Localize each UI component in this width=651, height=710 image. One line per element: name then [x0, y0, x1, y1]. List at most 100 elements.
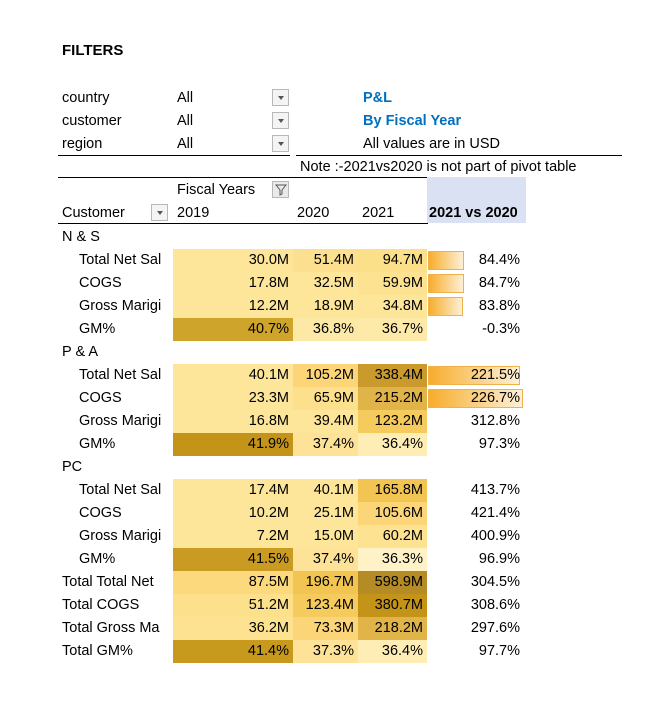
row-label: Total Gross Ma	[62, 620, 160, 636]
databar	[428, 274, 464, 293]
value-cell-2019: 51.2M	[173, 594, 293, 617]
filter-icon	[274, 184, 287, 196]
compare-cell: 83.8%	[478, 298, 520, 314]
value-cell-2019: 23.3M	[173, 387, 293, 410]
value-cell-2021: 218.2M	[358, 617, 427, 640]
filter-label-country: country	[62, 90, 110, 106]
group-header[interactable]: N & S	[62, 229, 100, 245]
pivot-note: Note :-2021vs2020 is not part of pivot t…	[300, 159, 577, 175]
chevron-down-icon	[277, 118, 284, 123]
report-title: P&L	[363, 90, 392, 106]
value-cell-2020: 37.4%	[293, 548, 358, 571]
value-cell-2020: 36.8%	[293, 318, 358, 341]
row-label: Total Net Sal	[79, 252, 162, 268]
row-label: COGS	[79, 505, 122, 521]
filter-value-customer[interactable]: All	[177, 113, 194, 129]
value-cell-2019: 10.2M	[173, 502, 293, 525]
databar	[428, 366, 520, 385]
compare-header-bg	[427, 177, 526, 223]
value-cell-2020: 51.4M	[293, 249, 358, 272]
row-label: Total Net Sal	[79, 367, 162, 383]
customer-header: Customer	[62, 205, 125, 221]
value-cell-2019: 30.0M	[173, 249, 293, 272]
value-cell-2019: 41.5%	[173, 548, 293, 571]
row-label: GM%	[79, 551, 116, 567]
value-cell-2021: 36.7%	[358, 318, 427, 341]
year-header-2021: 2021	[362, 205, 395, 221]
fiscal-years-filter-button[interactable]	[272, 181, 289, 198]
pivot-top-border	[58, 177, 428, 178]
compare-cell: -0.3%	[482, 321, 520, 337]
value-cell-2019: 41.4%	[173, 640, 293, 663]
value-cell-2021: 598.9M	[358, 571, 427, 594]
chevron-down-icon	[277, 141, 284, 146]
row-label: Total COGS	[62, 597, 140, 613]
value-cell-2019: 36.2M	[173, 617, 293, 640]
note-top-border	[296, 155, 622, 156]
compare-cell: 413.7%	[470, 482, 520, 498]
compare-cell: 297.6%	[470, 620, 520, 636]
databar	[428, 389, 523, 408]
value-cell-2020: 105.2M	[293, 364, 358, 387]
compare-cell: 304.5%	[470, 574, 520, 590]
value-cell-2020: 39.4M	[293, 410, 358, 433]
value-cell-2020: 32.5M	[293, 272, 358, 295]
value-cell-2021: 60.2M	[358, 525, 427, 548]
value-cell-2019: 40.1M	[173, 364, 293, 387]
compare-cell: 97.3%	[478, 436, 520, 452]
value-cell-2020: 196.7M	[293, 571, 358, 594]
compare-cell: 400.9%	[470, 528, 520, 544]
value-cell-2021: 215.2M	[358, 387, 427, 410]
value-cell-2021: 36.3%	[358, 548, 427, 571]
compare-header: 2021 vs 2020	[429, 205, 518, 221]
compare-cell: 84.7%	[478, 275, 520, 291]
value-cell-2020: 123.4M	[293, 594, 358, 617]
year-header-2019: 2019	[177, 205, 210, 221]
row-label: GM%	[79, 436, 116, 452]
filters-title: FILTERS	[62, 42, 124, 59]
group-header[interactable]: P & A	[62, 344, 99, 360]
value-cell-2021: 34.8M	[358, 295, 427, 318]
compare-cell: 226.7%	[470, 390, 520, 406]
value-cell-2019: 17.8M	[173, 272, 293, 295]
value-cell-2019: 12.2M	[173, 295, 293, 318]
report-subtitle: By Fiscal Year	[363, 113, 462, 129]
value-cell-2021: 36.4%	[358, 640, 427, 663]
value-cell-2020: 37.3%	[293, 640, 358, 663]
value-cell-2020: 18.9M	[293, 295, 358, 318]
filter-label-customer: customer	[62, 113, 122, 129]
country-dropdown-button[interactable]	[272, 89, 289, 106]
value-cell-2020: 73.3M	[293, 617, 358, 640]
filter-label-region: region	[62, 136, 103, 152]
value-cell-2021: 59.9M	[358, 272, 427, 295]
row-label: Total Net Sal	[79, 482, 162, 498]
fiscal-years-label: Fiscal Years	[177, 182, 256, 198]
value-cell-2020: 40.1M	[293, 479, 358, 502]
databar	[428, 297, 463, 316]
compare-cell: 96.9%	[478, 551, 520, 567]
filter-value-country[interactable]: All	[177, 90, 194, 106]
compare-cell: 221.5%	[470, 367, 520, 383]
row-label: Gross Marigi	[79, 528, 162, 544]
value-cell-2019: 17.4M	[173, 479, 293, 502]
customer-header-dropdown[interactable]	[151, 204, 168, 221]
compare-cell: 97.7%	[478, 643, 520, 659]
value-cell-2021: 165.8M	[358, 479, 427, 502]
year-header-2020: 2020	[297, 205, 330, 221]
value-cell-2021: 123.2M	[358, 410, 427, 433]
value-cell-2019: 41.9%	[173, 433, 293, 456]
group-header[interactable]: PC	[62, 459, 83, 475]
customer-dropdown-button[interactable]	[272, 112, 289, 129]
compare-cell: 312.8%	[470, 413, 520, 429]
compare-cell: 421.4%	[470, 505, 520, 521]
filter-value-region[interactable]: All	[177, 136, 194, 152]
value-cell-2019: 40.7%	[173, 318, 293, 341]
region-dropdown-button[interactable]	[272, 135, 289, 152]
filter-divider	[58, 155, 290, 156]
value-cell-2020: 25.1M	[293, 502, 358, 525]
compare-cell: 84.4%	[478, 252, 520, 268]
value-cell-2019: 87.5M	[173, 571, 293, 594]
row-label: Gross Marigi	[79, 298, 162, 314]
value-cell-2021: 36.4%	[358, 433, 427, 456]
value-cell-2021: 338.4M	[358, 364, 427, 387]
